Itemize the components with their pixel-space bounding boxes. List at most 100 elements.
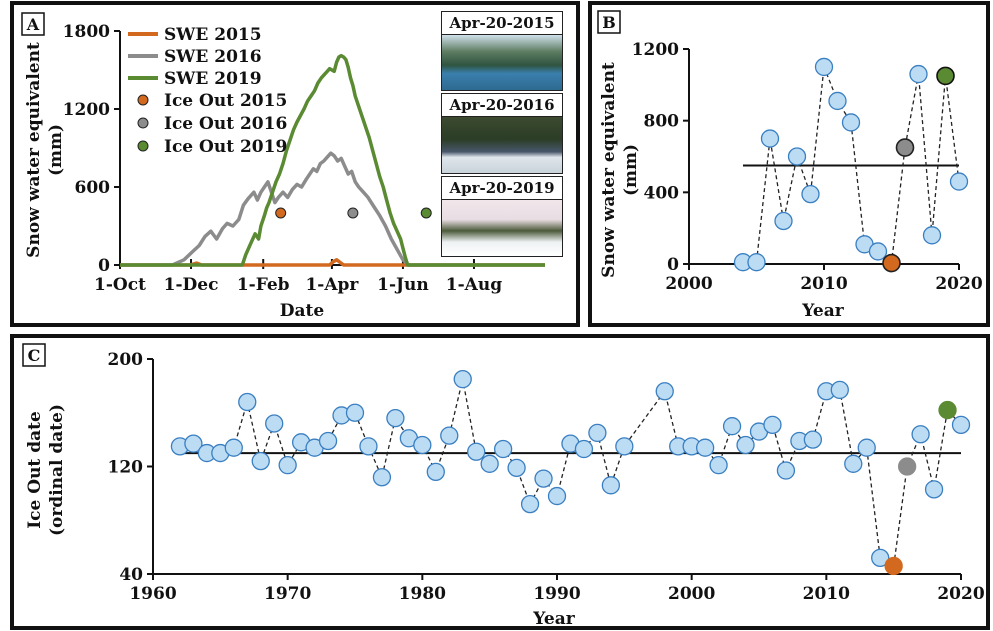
panel-c-data-point xyxy=(897,457,917,476)
panel-b-y-tick-label: 0 xyxy=(667,255,679,275)
panel-c-data-point xyxy=(493,439,513,459)
panel-b-data-point xyxy=(801,184,820,204)
panel-c-data-point xyxy=(615,437,634,456)
panel-a-x-tick-label: 1-Oct xyxy=(94,275,146,295)
panel-c-data-point xyxy=(440,426,459,445)
panel-a-y-tick-label: 600 xyxy=(75,178,111,198)
panel-c-data-point xyxy=(547,486,567,506)
panel-a-legend-label: SWE 2016 xyxy=(164,47,262,67)
panel-c-y-axis-label-line2: (ordinal date) xyxy=(47,404,67,536)
panel-b-data-point xyxy=(922,226,942,245)
panel-b-y-tick-label: 400 xyxy=(644,183,680,203)
panel-c-data-point xyxy=(884,556,903,576)
panel-c-data-point xyxy=(709,456,728,475)
panel-c-x-tick-label: 1960 xyxy=(129,584,176,604)
panel-c-y-tick-label: 120 xyxy=(108,458,144,478)
panel-c-data-point xyxy=(857,438,876,457)
snow-covered-lake-photo-icon xyxy=(442,200,562,256)
panel-c-letter: C xyxy=(28,346,41,365)
panel-c-data-point xyxy=(722,417,742,436)
panel-b-x-axis-label: Year xyxy=(801,301,844,321)
panel-b-data-point xyxy=(895,138,915,157)
panel-a-ice-out-point xyxy=(347,207,359,219)
panel-b-data-point xyxy=(936,66,955,86)
panel-b-data-point xyxy=(774,211,793,231)
panel-c-data-point xyxy=(574,439,594,459)
panel-c-data-point xyxy=(507,458,526,477)
panel-c-data-point xyxy=(938,400,957,420)
panel-a-y-tick-label: 0 xyxy=(98,256,110,276)
panel-c-data-point xyxy=(467,442,486,461)
panel-b-data-point xyxy=(909,64,928,84)
panel-c-data-point xyxy=(588,423,607,443)
photo-label-2016: Apr-20-2016 xyxy=(442,94,562,117)
panel-c-data-point xyxy=(776,461,796,480)
panel-c-data-point xyxy=(453,370,472,389)
panel-c-data-point xyxy=(318,431,338,451)
panel-a-x-tick-label: 1-Apr xyxy=(305,275,359,295)
panel-a-ice-out-point xyxy=(275,207,287,219)
panel-a-y-tick-label: 1800 xyxy=(63,22,110,42)
panel-c-data-point xyxy=(278,456,297,475)
panel-c-data-point xyxy=(924,480,944,499)
panel-c-data-point xyxy=(763,415,782,434)
photo-apr-20-2015: Apr-20-2015 xyxy=(441,11,563,91)
photo-apr-20-2016: Apr-20-2016 xyxy=(441,93,563,174)
panel-a-letter-box xyxy=(21,12,45,36)
panel-c-x-tick-label: 2020 xyxy=(937,584,984,604)
panel-a-legend-label: Ice Out 2015 xyxy=(164,91,287,111)
panel-c-data-point xyxy=(426,462,445,482)
panel-a-x-tick-label: 1-Dec xyxy=(164,275,219,295)
panel-c-data-point xyxy=(695,438,715,457)
panel-b-letter-box xyxy=(597,10,621,34)
panel-a-legend-label: Ice Out 2019 xyxy=(164,137,287,157)
panel-c-data-point xyxy=(534,469,553,488)
panel-b-data-point xyxy=(814,57,834,77)
panel-a-legend-marker xyxy=(137,117,149,129)
panel-a-y-axis-label-line1: Snow water equivalent xyxy=(24,42,44,258)
panel-a-y-tick-label: 1200 xyxy=(63,100,110,120)
panel-c-data-point xyxy=(372,468,392,487)
panel-c-x-tick-label: 1980 xyxy=(399,584,446,604)
panel-c-data-point xyxy=(413,435,432,455)
panel-b-data-point xyxy=(882,253,901,273)
panel-c-data-point xyxy=(911,425,930,444)
panel-b-data-point xyxy=(828,91,847,111)
panel-a-legend-label: Ice Out 2016 xyxy=(164,114,287,134)
panel-b-x-tick-label: 2020 xyxy=(935,274,982,294)
panel-c-y-tick-label: 200 xyxy=(108,350,144,370)
panel-a-legend-marker xyxy=(137,94,149,106)
photo-apr-20-2019: Apr-20-2019 xyxy=(441,176,563,257)
panel-a-x-tick-label: 1-Aug xyxy=(446,275,502,295)
panel-b-y-tick-label: 800 xyxy=(644,112,680,132)
panel-c-data-point xyxy=(803,430,823,449)
panel-c-data-point xyxy=(871,548,890,568)
panel-b-data-point xyxy=(787,147,807,166)
panel-b-y-axis-label-line1: Snow water equivalent xyxy=(599,62,619,278)
panel-c-frame xyxy=(10,334,990,630)
panel-c-connecting-line xyxy=(179,379,962,567)
panel-c-data-point xyxy=(736,435,755,455)
panel-a-x-tick-label: 1-Feb xyxy=(237,275,290,295)
panel-b-data-point xyxy=(760,129,780,148)
panel-c-data-point xyxy=(265,414,284,433)
panel-c-data-point xyxy=(830,380,849,400)
panel-a-legend-label: SWE 2015 xyxy=(164,25,262,45)
panel-a-letter: A xyxy=(26,15,40,34)
panel-b-x-tick-label: 2000 xyxy=(665,274,712,294)
panel-b-x-tick-label: 2010 xyxy=(800,274,847,294)
panel-a-y-axis-label-line2: (mm) xyxy=(46,124,66,176)
panel-c-data-point xyxy=(520,494,540,514)
panel-c-data-point xyxy=(601,476,621,495)
panel-c-data-point xyxy=(951,415,971,434)
photo-label-2015: Apr-20-2015 xyxy=(442,12,562,35)
panel-b-data-point xyxy=(747,253,766,272)
panel-b-frame xyxy=(588,1,990,327)
panel-c-y-axis-label-line1: Ice Out date xyxy=(25,411,45,529)
panel-c-x-tick-label: 2010 xyxy=(803,584,850,604)
panel-b-data-point xyxy=(841,113,861,132)
